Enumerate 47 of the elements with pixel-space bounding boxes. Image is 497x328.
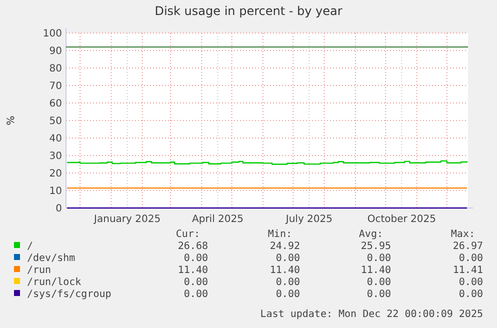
- text: 0.00: [366, 253, 391, 264]
- text: 0.00: [458, 253, 483, 264]
- text: 0.00: [184, 253, 208, 264]
- text: 0.00: [366, 277, 391, 288]
- text: 0.00: [458, 289, 483, 300]
- text: 0.00: [458, 277, 483, 288]
- y-tick-label: 40: [49, 134, 62, 144]
- legend-label: /run: [27, 265, 52, 276]
- y-tick-label: 0: [56, 204, 62, 214]
- chart-title: Disk usage in percent - by year: [154, 4, 342, 18]
- y-tick-label: 80: [49, 64, 62, 74]
- y-tick-label: 50: [49, 116, 62, 127]
- y-axis-title: %: [6, 116, 17, 126]
- x-tick-label: October 2025: [367, 214, 436, 225]
- y-tick-label: 20: [49, 168, 62, 180]
- text: 26.68: [178, 241, 208, 252]
- x-tick-label: July 2025: [284, 214, 333, 225]
- y-tick-label: 70: [49, 81, 62, 92]
- y-tick-label: 60: [49, 98, 62, 110]
- text: 24.92: [270, 241, 300, 252]
- x-tick-label: January 2025: [93, 214, 161, 225]
- text: 11.40: [270, 265, 300, 276]
- text: 0.00: [276, 253, 300, 264]
- text: 0.00: [276, 277, 300, 288]
- y-tick-label: 90: [49, 46, 62, 57]
- text: Avg:: [358, 229, 383, 240]
- y-tick-label: 30: [49, 151, 62, 162]
- text: 0.00: [276, 289, 300, 300]
- text: 0.00: [184, 277, 208, 288]
- text: Min:: [268, 229, 292, 240]
- legend-label: /sys/fs/cgroup: [27, 289, 112, 300]
- legend-label: /run/lock: [27, 277, 82, 288]
- text: Cur:: [176, 229, 200, 240]
- legend-label: /dev/shm: [27, 253, 76, 264]
- text: 11.40: [360, 265, 391, 276]
- text: 0.00: [184, 289, 208, 300]
- text: Max:: [450, 229, 475, 240]
- text: 25.95: [360, 241, 391, 252]
- y-tick-label: 100: [42, 28, 62, 40]
- text: Last update: Mon Dec 22 00:00:09 2025: [260, 309, 483, 320]
- text: 11.41: [452, 265, 483, 276]
- text: 11.40: [178, 265, 208, 276]
- y-tick-label: 10: [49, 186, 62, 197]
- x-tick-label: April 2025: [192, 214, 244, 225]
- text: 0.00: [366, 289, 391, 300]
- text: 26.97: [452, 241, 483, 252]
- legend-label: /: [27, 241, 34, 252]
